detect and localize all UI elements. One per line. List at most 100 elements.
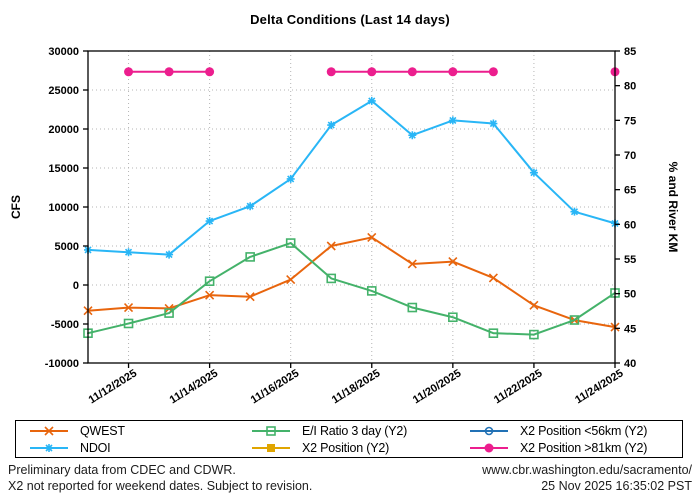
- marker-open-square: [204, 276, 215, 286]
- y-left-tick-label: 25000: [48, 85, 79, 97]
- marker-star: [408, 131, 417, 140]
- y-right-tick-label: 70: [624, 150, 636, 162]
- marker-open-square: [488, 328, 499, 338]
- chart-title: Delta Conditions (Last 14 days): [250, 12, 450, 27]
- legend-label: X2 Position <56km (Y2): [520, 423, 648, 438]
- legend-label: X2 Position >81km (Y2): [520, 440, 648, 455]
- y-left-tick-label: -10000: [45, 358, 79, 370]
- marker-filled-circle: [326, 67, 336, 77]
- marker-star: [489, 119, 498, 128]
- x-tick-label: 11/20/2025: [411, 367, 464, 406]
- marker-cross: [529, 300, 539, 310]
- y-right-axis-label: % and River KM: [666, 162, 680, 253]
- legend-entry-x2-position-y2: X2 Position (Y2): [248, 440, 466, 455]
- y-right-tick-label: 55: [624, 254, 636, 266]
- footer-timestamp: 25 Nov 2025 16:35:02 PST: [541, 479, 692, 493]
- y-left-axis-label: CFS: [9, 195, 23, 219]
- legend-column: X2 Position <56km (Y2) X2 Position >81km …: [466, 423, 674, 455]
- legend-column: QWEST NDOI: [16, 423, 248, 455]
- marker-open-square: [164, 308, 174, 318]
- plot-area: 30000 25000 20000 15000 10000 5000 0 -5000 -1000…: [9, 46, 680, 406]
- legend-swatch: [30, 443, 68, 452]
- marker-cross: [205, 290, 215, 300]
- marker-open-square: [245, 252, 255, 262]
- legend-swatch: [252, 443, 290, 452]
- y-right-tick-label: 60: [624, 219, 636, 231]
- marker-cross: [286, 274, 296, 285]
- x-tick-label: 11/12/2025: [87, 367, 140, 406]
- y-right-tick-label: 85: [624, 46, 636, 58]
- marker-cross: [407, 259, 417, 269]
- legend-swatch: [470, 443, 508, 452]
- marker-star: [327, 121, 336, 130]
- marker-filled-circle: [407, 67, 417, 77]
- marker-open-square: [407, 302, 418, 313]
- y-right-tick-label: 50: [624, 289, 636, 301]
- y-right-tick-label: 65: [624, 185, 636, 197]
- series-line: [87, 99, 616, 256]
- y-left-tick-label: 20000: [48, 124, 79, 136]
- legend-entry-x2-position-56km-y2: X2 Position <56km (Y2): [466, 423, 674, 438]
- marker-star: [448, 116, 457, 125]
- marker-filled-circle: [205, 67, 215, 77]
- y-left-tick-label: 0: [73, 280, 79, 292]
- x-tick-label: 11/16/2025: [249, 367, 302, 406]
- legend-swatch: [252, 425, 290, 436]
- x-tick-label: 11/14/2025: [168, 367, 221, 406]
- series-line: [87, 242, 616, 336]
- marker-star: [529, 168, 538, 177]
- plot-border: [87, 50, 616, 364]
- marker-star: [45, 443, 53, 452]
- marker-open-square: [529, 329, 539, 340]
- legend-label: NDOI: [80, 440, 111, 455]
- legend-entry-e-i-ratio-3-day-y2: E/I Ratio 3 day (Y2): [248, 423, 466, 438]
- legend-swatch: [470, 426, 508, 435]
- legend-column: E/I Ratio 3 day (Y2) X2 Position (Y2): [248, 423, 466, 455]
- y-left-tick-label: 10000: [48, 202, 79, 214]
- marker-cross: [245, 292, 255, 302]
- y-right-tick-label: 80: [624, 81, 636, 93]
- y-right-tick-label: 45: [624, 323, 636, 335]
- series-qwest: [83, 232, 620, 332]
- marker-cross: [123, 303, 134, 313]
- series-e-i-ratio-3-day-y2: [83, 238, 620, 340]
- marker-filled-circle: [124, 67, 134, 77]
- legend-entry-ndoi: NDOI: [26, 440, 248, 455]
- marker-open-square: [285, 238, 296, 248]
- footer-note-line2: X2 not reported for weekend dates. Subje…: [8, 479, 313, 493]
- footer-note-line1: Preliminary data from CDEC and CDWR.: [8, 463, 236, 477]
- marker-open-square: [448, 312, 458, 323]
- axes-frame: [83, 50, 620, 368]
- marker-filled-circle: [367, 67, 377, 77]
- tick-labels: 30000 25000 20000 15000 10000 5000 0 -5000 -1000…: [45, 46, 637, 406]
- marker-open-square: [326, 273, 337, 284]
- y-left-tick-label: -5000: [51, 319, 79, 331]
- marker-filled-square: [267, 443, 275, 452]
- series-line: [87, 236, 616, 329]
- marker-star: [124, 248, 133, 257]
- marker-filled-circle: [164, 67, 174, 77]
- legend-label: X2 Position (Y2): [302, 440, 390, 455]
- marker-cross: [326, 241, 336, 251]
- marker-star: [367, 96, 376, 105]
- legend-swatch: [30, 425, 68, 436]
- marker-star: [246, 202, 255, 211]
- data-series: [83, 67, 620, 340]
- y-right-tick-label: 40: [624, 358, 636, 370]
- y-left-tick-label: 30000: [48, 46, 79, 58]
- marker-star: [570, 207, 579, 216]
- marker-open-square: [123, 318, 134, 329]
- marker-cross: [367, 232, 377, 242]
- y-left-tick-label: 15000: [48, 163, 79, 175]
- marker-cross: [448, 257, 458, 267]
- legend-label: QWEST: [80, 423, 125, 438]
- series-ndoi: [84, 96, 619, 259]
- marker-cross: [44, 425, 54, 436]
- legend: QWEST NDOI E/I Ratio 3 day (Y2) X2 Position…: [15, 420, 683, 458]
- legend-entry-qwest: QWEST: [26, 423, 248, 438]
- legend-entry-x2-position-81km-y2: X2 Position >81km (Y2): [466, 440, 674, 455]
- marker-star: [205, 217, 214, 226]
- x-tick-label: 11/18/2025: [330, 367, 383, 406]
- marker-filled-circle: [488, 67, 498, 77]
